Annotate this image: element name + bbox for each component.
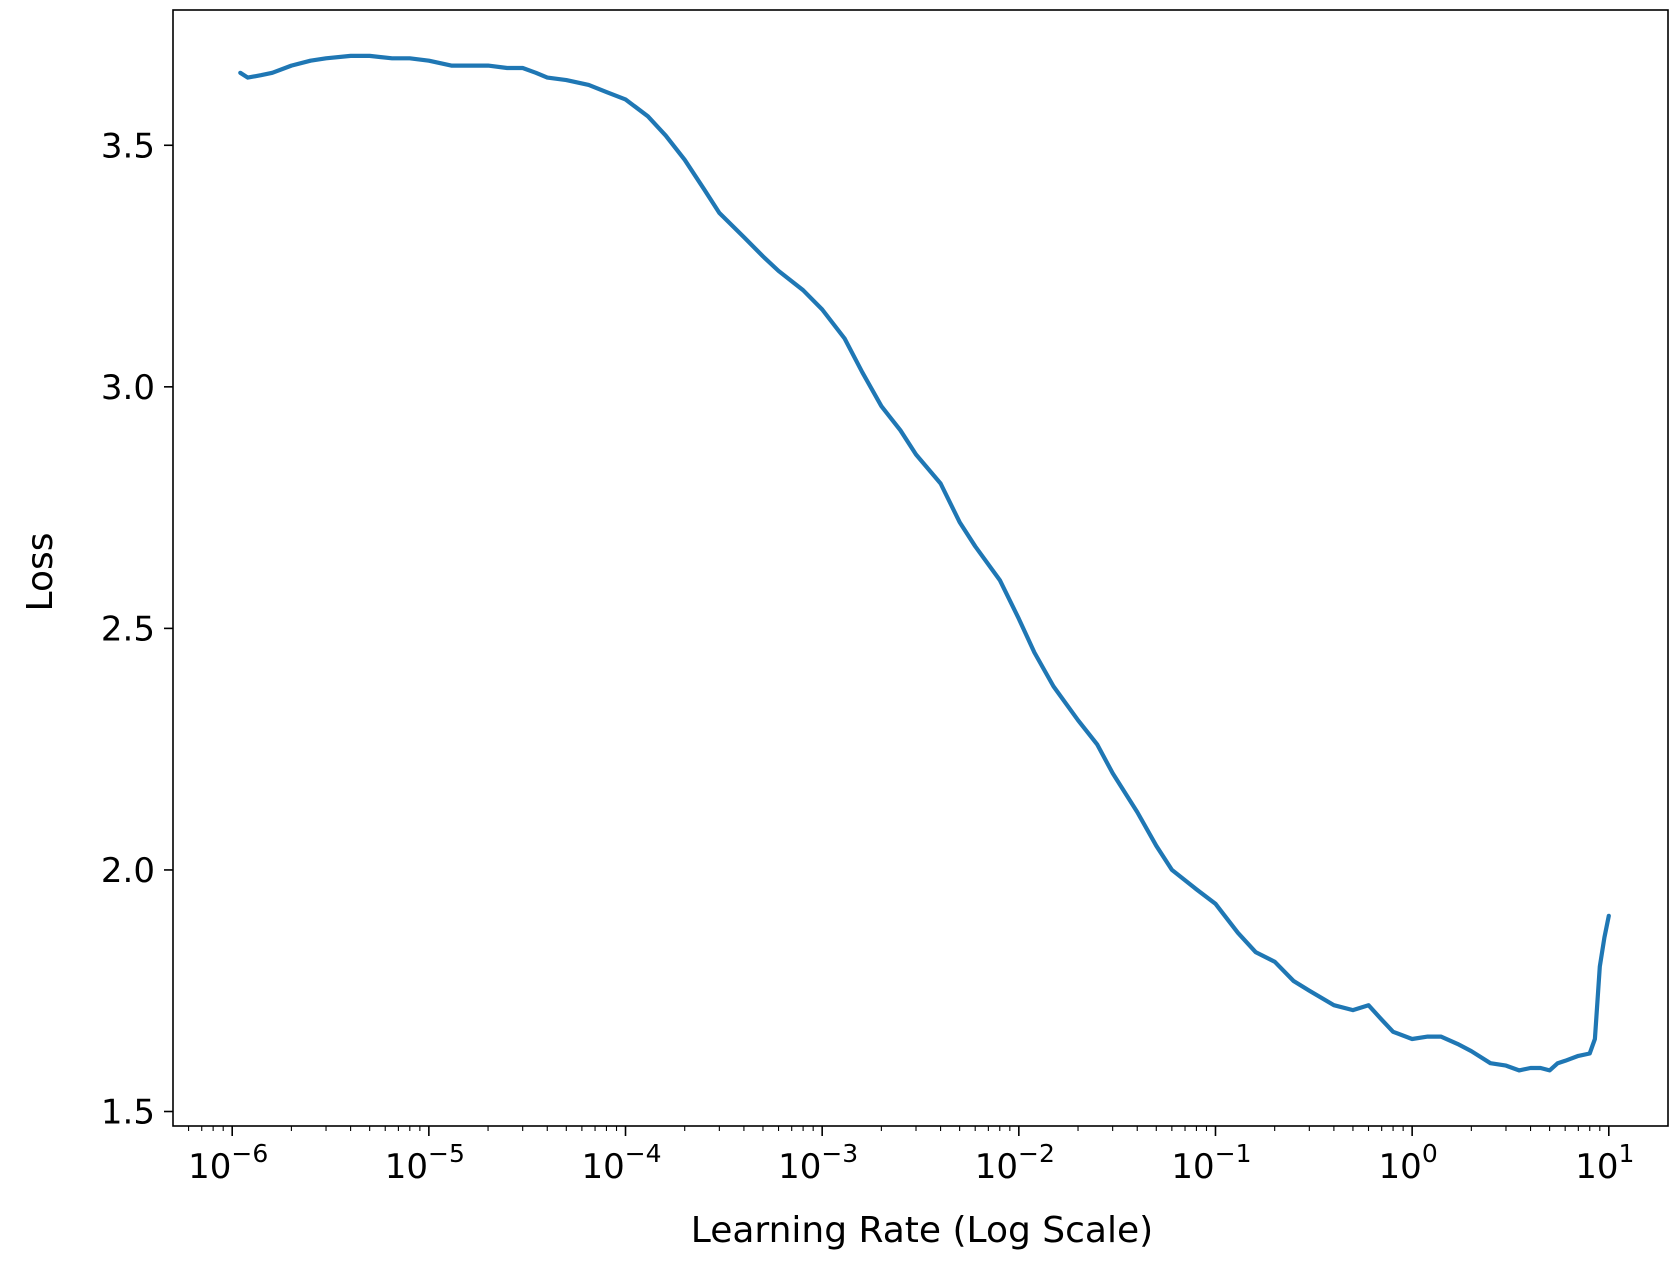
x-tick-label: 10−1 [1171, 1139, 1251, 1187]
y-tick-label: 3.5 [101, 126, 155, 166]
x-tick-label: 10−2 [975, 1139, 1055, 1187]
series-line-0 [238, 53, 1611, 1073]
y-tick-label: 2.5 [101, 609, 155, 649]
x-tick-label: 10−5 [385, 1139, 465, 1187]
y-tick-label: 2.0 [101, 851, 155, 891]
plot-marks [238, 53, 1611, 1073]
y-tick-label: 1.5 [101, 1093, 155, 1133]
x-axis-label: Learning Rate (Log Scale) [691, 1210, 1153, 1251]
x-tick-label: 10−3 [778, 1139, 858, 1187]
x-tick-label: 10−6 [188, 1139, 268, 1187]
axes-layer: 1.5 2.0 2.5 3.0 3.5 10−6 10−5 10−4 10−3 10−2 10−1 1… [101, 9, 1669, 1187]
x-tick-label: 10−4 [581, 1139, 661, 1187]
y-tick-label: 3.0 [101, 368, 155, 408]
plot-frame [172, 9, 1669, 1127]
x-tick-label: 101 [1575, 1139, 1634, 1187]
y-axis-label: Loss [20, 533, 61, 612]
x-tick-label: 100 [1379, 1139, 1438, 1187]
